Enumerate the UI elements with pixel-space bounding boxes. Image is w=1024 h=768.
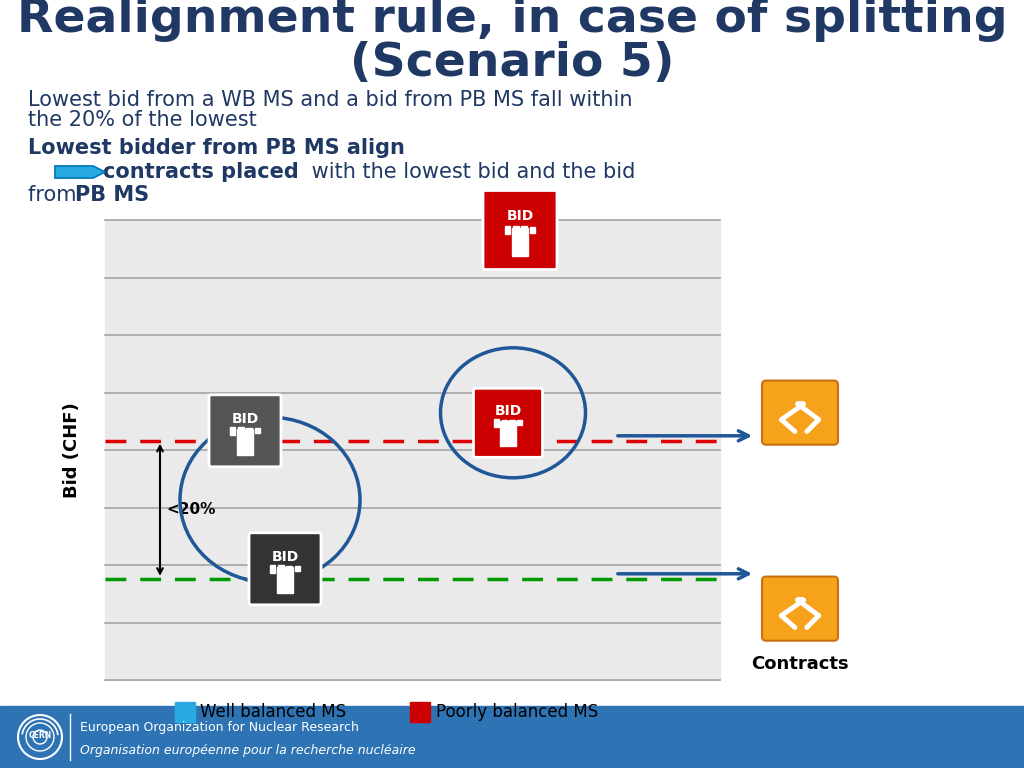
Bar xyxy=(500,421,516,445)
Text: Realignment rule, in case of splitting: Realignment rule, in case of splitting xyxy=(16,0,1008,42)
Bar xyxy=(517,420,522,425)
FancyArrow shape xyxy=(55,166,105,178)
Text: Lowest bidder from PB MS align: Lowest bidder from PB MS align xyxy=(28,138,404,158)
Bar xyxy=(521,227,527,233)
Text: BID: BID xyxy=(495,404,521,418)
Text: BID: BID xyxy=(507,210,534,223)
Bar xyxy=(279,565,284,572)
Bar xyxy=(509,419,514,425)
Bar xyxy=(513,227,518,233)
FancyBboxPatch shape xyxy=(483,190,557,270)
FancyBboxPatch shape xyxy=(209,395,281,467)
Bar xyxy=(276,567,293,593)
Bar xyxy=(410,702,430,722)
FancyBboxPatch shape xyxy=(762,381,838,445)
Text: CERN: CERN xyxy=(29,730,51,740)
Bar xyxy=(287,565,292,571)
Text: Bid (CHF): Bid (CHF) xyxy=(63,402,81,498)
Bar xyxy=(175,702,195,722)
Bar xyxy=(239,428,244,434)
Bar xyxy=(502,419,507,426)
Text: from: from xyxy=(28,185,83,205)
FancyBboxPatch shape xyxy=(473,389,543,457)
Bar xyxy=(247,428,252,434)
Bar xyxy=(105,220,720,680)
Text: Organisation européenne pour la recherche nucléaire: Organisation européenne pour la recherch… xyxy=(80,744,416,757)
FancyBboxPatch shape xyxy=(249,533,321,605)
Text: Poorly balanced MS: Poorly balanced MS xyxy=(436,703,598,721)
Text: European Organization for Nuclear Research: European Organization for Nuclear Resear… xyxy=(80,721,358,734)
Text: Well balanced MS: Well balanced MS xyxy=(200,703,346,721)
Text: Lowest bid from a WB MS and a bid from PB MS fall within: Lowest bid from a WB MS and a bid from P… xyxy=(28,90,633,110)
Bar xyxy=(295,566,300,571)
Text: BID: BID xyxy=(231,412,259,425)
Text: the 20% of the lowest: the 20% of the lowest xyxy=(28,110,257,130)
Bar xyxy=(505,226,510,234)
Bar xyxy=(255,428,260,433)
Text: with the lowest bid and the bid: with the lowest bid and the bid xyxy=(305,162,635,182)
Text: (Scenario 5): (Scenario 5) xyxy=(350,41,674,87)
Text: Contracts: Contracts xyxy=(752,655,849,673)
Bar xyxy=(270,565,275,573)
Text: contracts placed: contracts placed xyxy=(103,162,299,182)
Bar xyxy=(0,706,1024,768)
Text: PB MS: PB MS xyxy=(75,185,150,205)
Bar xyxy=(494,419,499,426)
Text: BID: BID xyxy=(271,550,299,564)
FancyBboxPatch shape xyxy=(762,577,838,641)
Text: <20%: <20% xyxy=(166,502,215,518)
Bar xyxy=(230,427,236,435)
Bar xyxy=(512,228,528,257)
Bar xyxy=(237,429,253,455)
Bar xyxy=(529,227,536,233)
